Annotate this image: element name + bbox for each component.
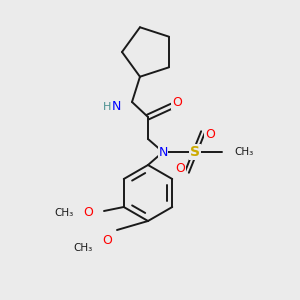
Text: CH₃: CH₃	[74, 243, 93, 253]
Text: O: O	[102, 233, 112, 247]
Text: CH₃: CH₃	[55, 208, 74, 218]
Text: N: N	[158, 146, 168, 160]
Text: O: O	[83, 206, 93, 220]
Text: N: N	[111, 100, 121, 112]
Text: O: O	[175, 163, 185, 176]
Text: O: O	[205, 128, 215, 142]
Text: O: O	[172, 97, 182, 110]
Text: CH₃: CH₃	[234, 147, 253, 157]
Text: S: S	[190, 145, 200, 159]
Text: H: H	[103, 102, 111, 112]
